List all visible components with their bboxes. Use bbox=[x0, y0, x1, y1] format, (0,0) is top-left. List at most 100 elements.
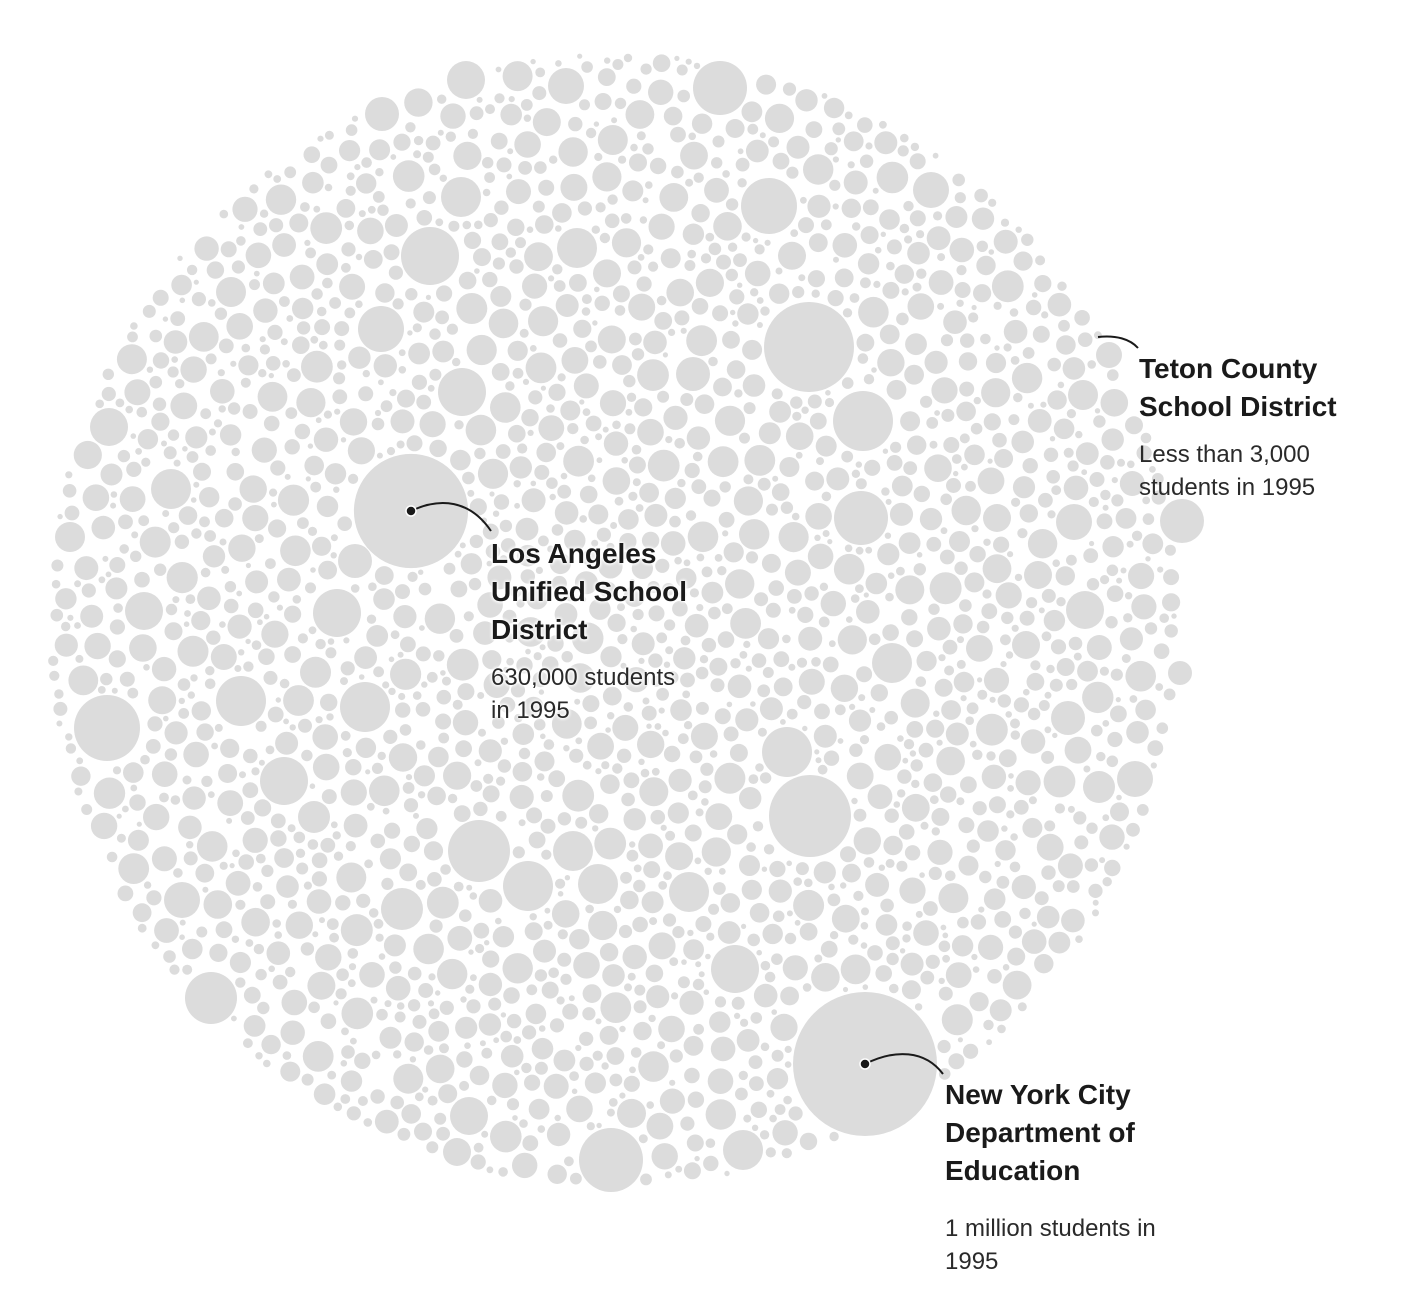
district-bubble bbox=[664, 619, 676, 631]
district-bubble bbox=[953, 671, 975, 693]
district-bubble bbox=[685, 178, 694, 187]
district-bubble bbox=[166, 562, 198, 594]
district-bubble bbox=[579, 399, 585, 405]
district-bubble bbox=[923, 773, 943, 792]
district-bubble bbox=[187, 691, 195, 699]
district-bubble bbox=[772, 475, 779, 482]
district-bubble bbox=[1043, 609, 1066, 632]
district-bubble bbox=[569, 748, 584, 763]
district-bubble bbox=[595, 1018, 602, 1025]
district-bubble bbox=[751, 1124, 759, 1132]
district-bubble bbox=[727, 242, 738, 252]
district-bubble bbox=[519, 298, 532, 311]
district-bubble bbox=[554, 501, 579, 525]
district-bubble bbox=[1092, 899, 1099, 906]
district-bubble bbox=[997, 1024, 1006, 1034]
district-bubble bbox=[388, 656, 395, 663]
district-bubble bbox=[663, 871, 672, 881]
district-bubble bbox=[1164, 544, 1176, 556]
district-bubble bbox=[686, 426, 711, 450]
district-bubble bbox=[254, 799, 272, 817]
district-bubble bbox=[640, 768, 650, 778]
district-bubble bbox=[536, 773, 545, 781]
district-bubble bbox=[676, 357, 710, 391]
district-bubble bbox=[1062, 357, 1086, 380]
district-bubble bbox=[440, 864, 451, 875]
district-bubble bbox=[274, 848, 294, 868]
district-bubble bbox=[867, 945, 883, 961]
district-bubble bbox=[1057, 281, 1067, 291]
district-bubble bbox=[467, 128, 478, 139]
district-bubble bbox=[389, 961, 402, 974]
district-bubble bbox=[1056, 597, 1066, 607]
district-bubble bbox=[741, 178, 797, 234]
district-bubble bbox=[336, 968, 349, 981]
district-bubble bbox=[784, 1061, 792, 1068]
district-bubble bbox=[741, 232, 751, 242]
district-bubble bbox=[304, 239, 311, 246]
district-bubble bbox=[263, 415, 280, 432]
district-bubble bbox=[541, 981, 559, 999]
district-bubble bbox=[483, 213, 498, 228]
district-bubble bbox=[573, 319, 592, 338]
district-bubble bbox=[426, 671, 438, 683]
district-bubble bbox=[769, 860, 786, 878]
district-bubble bbox=[64, 505, 80, 521]
district-bubble bbox=[1102, 504, 1109, 511]
district-bubble bbox=[871, 367, 877, 373]
district-bubble bbox=[594, 286, 600, 293]
district-bubble bbox=[832, 156, 840, 163]
district-bubble bbox=[643, 861, 661, 879]
district-bubble bbox=[656, 295, 667, 306]
district-bubble bbox=[105, 577, 128, 600]
district-bubble bbox=[1100, 455, 1115, 470]
district-bubble bbox=[561, 651, 573, 663]
district-bubble bbox=[196, 723, 214, 741]
district-bubble bbox=[273, 175, 282, 183]
district-bubble bbox=[964, 444, 985, 466]
district-bubble bbox=[196, 831, 228, 862]
district-bubble bbox=[441, 177, 481, 217]
district-bubble bbox=[687, 521, 719, 553]
district-bubble bbox=[547, 635, 564, 652]
district-bubble bbox=[381, 877, 394, 891]
district-bubble bbox=[216, 676, 266, 726]
annotation-value-teton-county: Less than 3,000 students in 1995 bbox=[1139, 441, 1316, 501]
district-bubble bbox=[532, 671, 549, 688]
district-bubble bbox=[463, 611, 474, 622]
district-bubble bbox=[339, 273, 366, 300]
district-bubble bbox=[662, 583, 675, 596]
district-bubble bbox=[558, 137, 588, 167]
district-bubble bbox=[966, 702, 979, 715]
district-bubble bbox=[54, 633, 78, 657]
district-bubble bbox=[577, 201, 593, 216]
district-bubble bbox=[242, 404, 258, 419]
district-bubble bbox=[416, 210, 433, 226]
district-bubble bbox=[859, 735, 870, 745]
district-bubble bbox=[840, 846, 856, 863]
district-bubble bbox=[505, 381, 515, 391]
district-bubble bbox=[703, 1155, 719, 1172]
district-bubble bbox=[397, 389, 415, 408]
district-bubble bbox=[815, 435, 837, 457]
district-bubble bbox=[1013, 392, 1023, 403]
district-bubble bbox=[303, 146, 321, 163]
district-bubble bbox=[1000, 661, 1007, 668]
district-bubble bbox=[376, 1008, 388, 1021]
district-bubble bbox=[636, 131, 646, 141]
district-bubble bbox=[1041, 588, 1056, 603]
district-bubble bbox=[995, 840, 1016, 861]
district-bubble bbox=[140, 754, 150, 765]
district-bubble bbox=[597, 671, 606, 680]
district-bubble bbox=[340, 682, 390, 732]
district-bubble bbox=[1015, 226, 1022, 233]
district-bubble bbox=[945, 206, 968, 228]
district-bubble bbox=[227, 614, 252, 639]
district-bubble bbox=[857, 353, 869, 364]
district-bubble bbox=[474, 268, 480, 274]
district-bubble bbox=[287, 368, 301, 382]
district-bubble bbox=[585, 415, 602, 432]
district-bubble bbox=[1142, 496, 1151, 505]
district-bubble bbox=[382, 807, 390, 815]
